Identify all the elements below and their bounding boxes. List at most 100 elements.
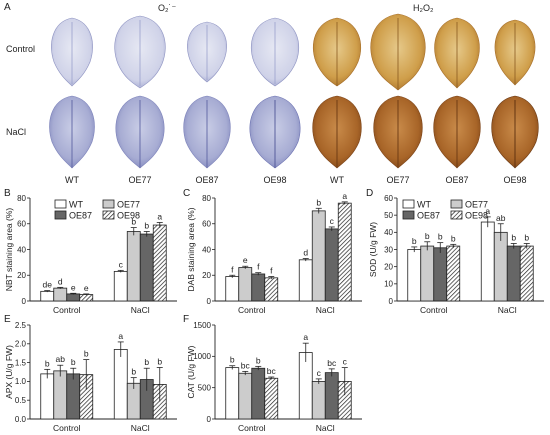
legend-swatch-oe77 (450, 199, 463, 209)
y-tick-label: 0 (207, 415, 212, 424)
bar-oe98-control (79, 294, 94, 302)
significance-letter: b (256, 355, 261, 365)
y-tick-label: 2.0 (15, 340, 27, 349)
leaf-nbt-control-oe87 (187, 21, 227, 83)
panel-a: A O₂˙⁻ H₂O₂ Control NaCl (4, 2, 539, 185)
significance-letter: c (343, 357, 348, 367)
significance-letter: bc (241, 360, 251, 370)
y-tick-label: 20 (202, 271, 211, 280)
significance-letter: b (524, 232, 529, 242)
bar-wt-control (407, 249, 422, 302)
significance-letter: b (316, 197, 321, 207)
significance-letter: e (243, 255, 248, 265)
leaf-nbt-control-oe98 (250, 17, 300, 87)
col-label-wt-dab: WT (330, 175, 344, 185)
significance-letter: bc (327, 358, 337, 368)
significance-letter: c (330, 216, 335, 226)
bar-oe98-nacl (152, 224, 167, 302)
leaf-nbt-control-wt (51, 17, 93, 87)
y-tick-label: 0.5 (15, 396, 27, 405)
bar-oe87-control (433, 247, 448, 302)
bar-oe98-nacl (337, 202, 352, 302)
significance-letter: f (257, 262, 260, 272)
significance-letter: b (144, 220, 149, 230)
bar-wt-nacl (113, 349, 128, 420)
bar-oe87-nacl (139, 233, 154, 302)
significance-letter: b (131, 367, 136, 377)
y-tick-label: 40 (384, 228, 393, 237)
x-category-label: Control (53, 305, 81, 315)
col-label-oe77-nbt: OE77 (128, 175, 151, 185)
bar-oe98-nacl (519, 245, 534, 302)
legend-label-oe87: OE87 (417, 211, 440, 221)
bar-wt-control (225, 276, 240, 302)
bar-oe87-control (66, 293, 81, 302)
significance-letter: b (131, 217, 136, 227)
significance-letter: b (45, 358, 50, 368)
significance-letter: ab (496, 213, 506, 223)
y-axis-label: NBT staining area (%) (4, 208, 14, 292)
bar-oe87-control (251, 367, 266, 420)
y-axis-label: DAB staining area (%) (186, 207, 196, 291)
legend-label-wt: WT (417, 200, 431, 210)
x-category-label: NaCl (316, 423, 335, 433)
significance-letter: b (438, 232, 443, 242)
y-tick-label: 1000 (193, 352, 211, 361)
legend-label-oe98: OE98 (117, 211, 140, 221)
legend-label-oe77: OE77 (117, 200, 140, 210)
panel-a-column-labels: WT OE77 OE87 OE98 WT OE77 OE87 OE98 (65, 175, 527, 185)
significance-letter: e (71, 282, 76, 292)
nbt-stain-title: O₂˙⁻ (158, 3, 176, 13)
x-category-label: NaCl (131, 305, 150, 315)
bar-wt-nacl (298, 352, 313, 420)
y-tick-label: 50 (384, 211, 393, 220)
bar-oe87-control (251, 273, 266, 302)
significance-letter: b (230, 355, 235, 365)
legend-swatch-oe87 (402, 210, 415, 220)
y-tick-label: 30 (384, 245, 393, 254)
x-category-label: NaCl (316, 305, 335, 315)
bar-oe87-nacl (324, 228, 339, 302)
bar-wt-control (40, 290, 55, 302)
bar-oe98-control (264, 377, 279, 420)
leaf-dab-nacl-wt (312, 95, 362, 169)
significance-letter: d (303, 248, 308, 258)
x-category-label: Control (238, 305, 266, 315)
significance-letter: b (451, 233, 456, 243)
bar-oe77-control (420, 245, 435, 302)
y-tick-label: 10 (384, 280, 393, 289)
y-tick-label: 80 (202, 194, 211, 203)
panel-letter-e: E (4, 314, 11, 325)
row-label-nacl: NaCl (6, 127, 26, 137)
y-tick-label: 0 (207, 297, 212, 306)
y-tick-label: 0 (22, 297, 27, 306)
y-tick-label: 20 (17, 271, 26, 280)
y-tick-label: 80 (17, 194, 26, 203)
bar-oe87-nacl (506, 245, 521, 302)
legend-label-oe98: OE98 (465, 211, 488, 221)
legend-swatch-oe87 (54, 210, 67, 220)
leaf-nbt-nacl-oe77 (115, 95, 165, 169)
col-label-oe98-nbt: OE98 (263, 175, 286, 185)
significance-letter: b (84, 349, 89, 359)
legend-swatch-oe98 (102, 210, 115, 220)
leaf-nbt-nacl-wt (49, 95, 95, 169)
bar-oe77-control (238, 372, 253, 420)
legend-label-oe87: OE87 (69, 211, 92, 221)
panel-letter-c: C (183, 188, 190, 199)
y-axis-label: SOD (U/g FW) (368, 222, 378, 277)
significance-letter: a (485, 206, 490, 216)
significance-letter: a (342, 191, 347, 201)
leaf-dab-control-oe87 (434, 17, 480, 89)
col-label-oe87-dab: OE87 (445, 175, 468, 185)
x-category-label: Control (53, 423, 81, 433)
y-tick-label: 20 (384, 262, 393, 271)
legend-swatch-oe77 (102, 199, 115, 209)
y-tick-label: 0.0 (15, 415, 27, 424)
y-tick-label: 60 (384, 194, 393, 203)
